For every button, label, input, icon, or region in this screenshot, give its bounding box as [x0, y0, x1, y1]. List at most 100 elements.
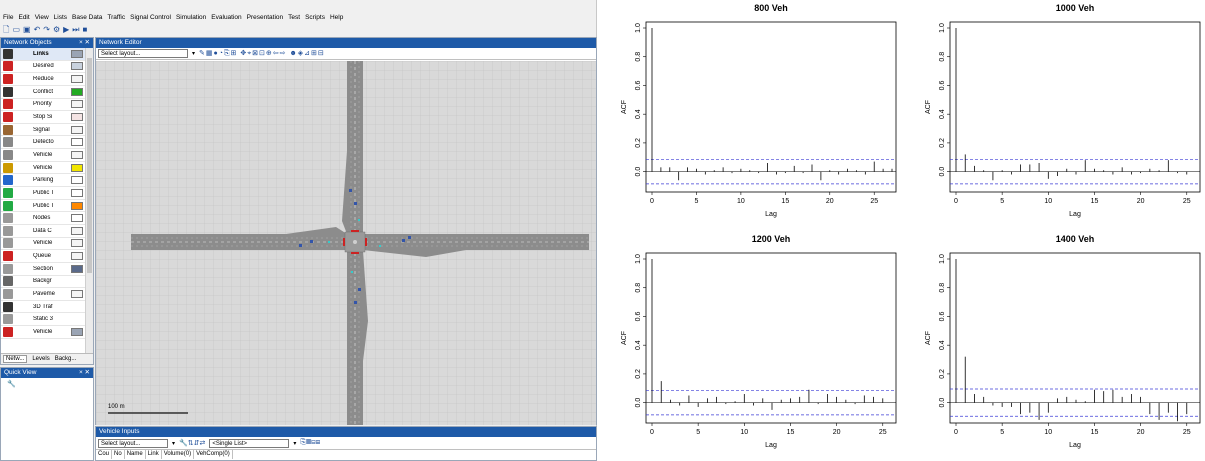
menu-item-view[interactable]: View	[34, 14, 49, 21]
color-swatch[interactable]	[71, 264, 83, 273]
menu-item-evaluation[interactable]: Evaluation	[211, 14, 242, 21]
settings-icon[interactable]: ⚙	[52, 25, 61, 34]
chevron-down-icon[interactable]: ▾	[172, 440, 176, 447]
chevron-down-icon[interactable]: ▾	[293, 440, 297, 447]
color-swatch[interactable]	[71, 75, 83, 84]
network-object-row[interactable]: Conflict	[1, 86, 87, 99]
color-swatch[interactable]	[71, 201, 83, 210]
close-icon[interactable]: × ✕	[78, 369, 90, 376]
signal-head-icon	[365, 238, 367, 246]
menu-item-file[interactable]: File	[3, 14, 14, 21]
vehicle-inputs-panel: Vehicle Inputs Select layout... ▾ 🔧⇅⇵⇄ <…	[95, 426, 597, 461]
network-object-row[interactable]: Detecto	[1, 136, 87, 150]
network-object-row[interactable]: Backgr	[1, 276, 87, 289]
menu-item-edit[interactable]: Edit	[18, 14, 30, 21]
network-object-row[interactable]: Vehicle	[1, 238, 87, 251]
color-swatch[interactable]	[71, 163, 83, 172]
save-icon[interactable]: ▣	[23, 25, 31, 34]
network-object-label: Static 3	[33, 316, 54, 323]
network-object-row[interactable]: Vehicle	[1, 149, 87, 162]
menu-item-base-data[interactable]: Base Data	[72, 14, 103, 21]
network-object-row[interactable]: Signal	[1, 124, 87, 137]
vehicle-inputs-tool-icons[interactable]: 🔧⇅⇵⇄	[179, 440, 206, 447]
chart-title: 1200 Veh	[752, 234, 791, 244]
network-object-row[interactable]: Vehicle	[1, 326, 87, 339]
network-object-row[interactable]: Nodes	[1, 212, 87, 225]
color-swatch[interactable]	[71, 214, 83, 223]
color-swatch[interactable]	[71, 176, 83, 185]
network-canvas[interactable]: 100 m	[96, 61, 596, 425]
layout-select[interactable]: Select layout...	[98, 49, 188, 58]
step-icon[interactable]: ⏭	[72, 25, 80, 34]
menu-item-traffic[interactable]: Traffic	[107, 14, 126, 21]
color-swatch[interactable]	[71, 125, 83, 134]
column-header[interactable]: Volume(0)	[162, 450, 195, 459]
open-folder-icon[interactable]: ▭	[12, 25, 20, 34]
network-object-row[interactable]: Paveme	[1, 288, 87, 301]
y-tick-label: 0.4	[939, 340, 946, 350]
list-select[interactable]: <Single List>	[209, 438, 290, 448]
stop-icon[interactable]: ■	[82, 25, 88, 34]
editor-tool-icons[interactable]: ✎▦●◔⎘⊞ ✥⌖⊠⊡⊕⇦⇨ ☻◈⊿⊞⊟	[199, 50, 325, 57]
network-object-row[interactable]: Section	[1, 263, 87, 276]
nodes-icon	[3, 213, 13, 224]
network-object-row[interactable]: Vehicle	[1, 162, 87, 175]
tab-networks[interactable]: Netw...	[3, 355, 28, 363]
network-objects-scrollbar[interactable]	[85, 48, 93, 354]
column-header[interactable]: No	[112, 450, 125, 459]
menu-item-scripts[interactable]: Scripts	[305, 14, 325, 21]
network-object-row[interactable]: Desired	[1, 61, 87, 74]
play-icon[interactable]: ▶	[63, 25, 70, 34]
network-object-row[interactable]: Links	[1, 48, 87, 61]
color-swatch[interactable]	[71, 49, 83, 58]
network-object-row[interactable]: Reduce	[1, 73, 87, 86]
color-swatch[interactable]	[71, 100, 83, 109]
menu-item-lists[interactable]: Lists	[53, 14, 68, 21]
new-file-icon[interactable]: 🗋	[3, 25, 10, 34]
menu-item-presentation[interactable]: Presentation	[246, 14, 284, 21]
color-swatch[interactable]	[71, 226, 83, 235]
color-swatch[interactable]	[71, 327, 83, 336]
network-object-row[interactable]: Public T	[1, 187, 87, 200]
public-transport-stop-icon	[3, 187, 13, 198]
network-object-row[interactable]: Data C	[1, 225, 87, 238]
vehicle-inputs-layout-select[interactable]: Select layout...	[98, 438, 168, 448]
column-header[interactable]: VehComp(0)	[194, 450, 233, 459]
color-swatch[interactable]	[71, 239, 83, 248]
column-header[interactable]: Cou	[96, 450, 113, 459]
color-swatch[interactable]	[71, 150, 83, 159]
network-object-row[interactable]: 3D Traf	[1, 301, 87, 314]
network-object-label: Links	[33, 50, 49, 57]
color-swatch[interactable]	[71, 252, 83, 261]
color-swatch[interactable]	[71, 113, 83, 122]
scrollbar-thumb[interactable]	[87, 58, 92, 273]
list-tool-icons[interactable]: ⎘▦⊟⊞	[300, 439, 321, 446]
color-swatch[interactable]	[71, 87, 83, 96]
column-header[interactable]: Name	[125, 450, 146, 459]
color-swatch[interactable]	[71, 62, 83, 71]
network-object-row[interactable]: Stop Si	[1, 111, 87, 124]
wrench-icon[interactable]: 🔧	[7, 381, 16, 388]
network-object-row[interactable]: Parking	[1, 174, 87, 188]
color-swatch[interactable]	[71, 188, 83, 197]
acf-chart-svg: 800 Veh 0.0 0.2 0.4 0.6 0.8 1.0 0 5 10 15 20 25 Lag AC…	[621, 3, 897, 218]
tab-levels[interactable]: Levels	[32, 356, 50, 362]
menu-item-test[interactable]: Test	[288, 14, 301, 21]
menu-item-simulation[interactable]: Simulation	[175, 14, 207, 21]
network-object-label: Data C	[33, 227, 52, 234]
menu-item-help[interactable]: Help	[329, 14, 344, 21]
close-icon[interactable]: × ✕	[78, 39, 90, 46]
network-object-row[interactable]: Public T	[1, 200, 87, 213]
network-object-row[interactable]: Queue	[1, 250, 87, 263]
chevron-down-icon[interactable]: ▾	[192, 51, 196, 57]
menu-item-signal-control[interactable]: Signal Control	[130, 14, 171, 21]
network-object-row[interactable]: Priority	[1, 99, 87, 112]
redo-icon[interactable]: ↷	[43, 25, 50, 34]
signal-icon	[3, 124, 13, 135]
column-header[interactable]: Link	[146, 450, 162, 459]
color-swatch[interactable]	[71, 138, 83, 147]
network-object-row[interactable]: Static 3	[1, 313, 87, 327]
color-swatch[interactable]	[71, 289, 83, 298]
undo-icon[interactable]: ↶	[33, 25, 41, 34]
tab-backgrounds[interactable]: Backg...	[54, 356, 77, 362]
